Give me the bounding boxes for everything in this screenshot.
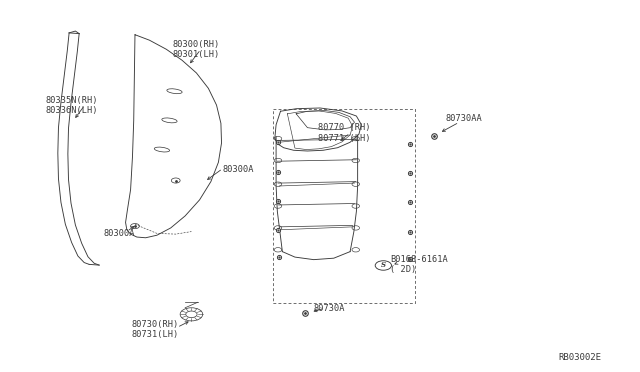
Text: B0168-6161A
( 2D): B0168-6161A ( 2D)	[390, 255, 448, 274]
Text: 80300(RH)
80301(LH): 80300(RH) 80301(LH)	[173, 39, 220, 59]
Text: 80730(RH)
80731(LH): 80730(RH) 80731(LH)	[132, 320, 179, 339]
Text: 80730AA: 80730AA	[445, 114, 482, 123]
Text: 80770 (RH)
80771 (LH): 80770 (RH) 80771 (LH)	[318, 124, 371, 143]
Text: 80300A: 80300A	[104, 229, 135, 238]
Text: 80300A: 80300A	[223, 165, 254, 174]
Text: RB03002E: RB03002E	[558, 353, 601, 362]
Text: 80335N(RH)
80336N(LH): 80335N(RH) 80336N(LH)	[45, 96, 98, 115]
Text: S: S	[381, 262, 386, 269]
Text: 80730A: 80730A	[314, 304, 345, 312]
